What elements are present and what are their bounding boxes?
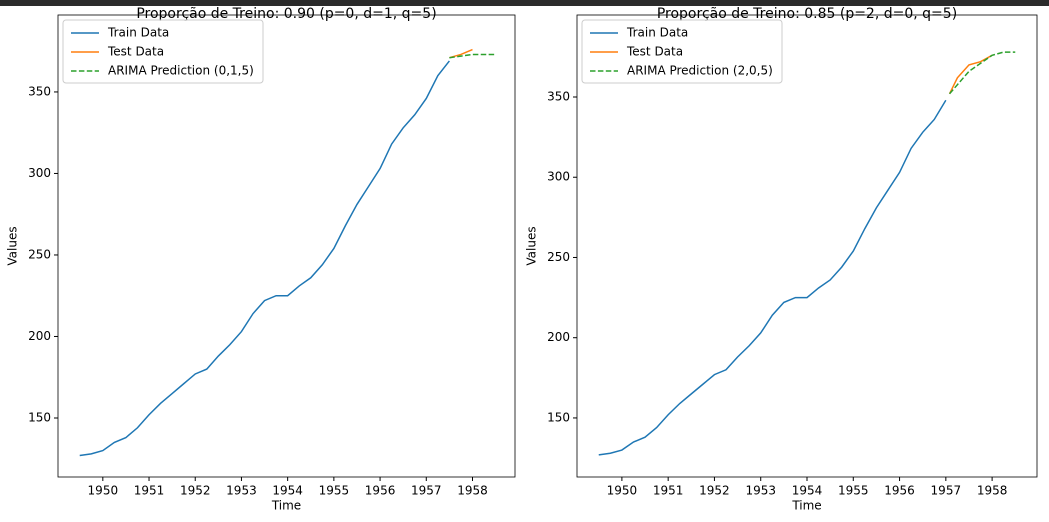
x-tick-label: 1958 <box>977 484 1008 498</box>
x-tick-label: 1954 <box>792 484 823 498</box>
x-axis-label: Time <box>791 499 821 513</box>
plot-frame <box>576 14 1038 478</box>
x-tick-label: 1956 <box>884 484 915 498</box>
x-tick-label: 1952 <box>180 484 211 498</box>
y-tick-label: 250 <box>28 247 51 261</box>
x-tick-label: 1957 <box>931 484 962 498</box>
window-bar <box>0 0 1049 6</box>
legend-label: ARIMA Prediction (2,0,5) <box>627 64 773 78</box>
x-tick-label: 1953 <box>745 484 776 498</box>
y-axis-label: Values <box>6 226 20 265</box>
data-line <box>598 99 947 456</box>
y-tick-label: 150 <box>547 410 570 424</box>
legend-label: Test Data <box>626 45 683 59</box>
chart-title: Proporção de Treino: 0.85 (p=2, d=0, q=5… <box>657 6 957 22</box>
legend-frame <box>581 19 783 84</box>
y-tick-label: 300 <box>28 166 51 180</box>
x-tick-label: 1954 <box>272 484 303 498</box>
x-tick-label: 1951 <box>134 484 165 498</box>
x-tick-label: 1950 <box>607 484 638 498</box>
x-tick-label: 1955 <box>319 484 350 498</box>
legend-label: Train Data <box>107 26 169 40</box>
data-line <box>79 60 450 457</box>
y-tick-label: 150 <box>28 410 51 424</box>
chart-title: Proporção de Treino: 0.90 (p=0, d=1, q=5… <box>136 6 436 22</box>
y-axis-label: Values <box>525 226 539 265</box>
legend-label: Test Data <box>107 45 164 59</box>
plot-frame <box>57 14 516 478</box>
data-line <box>948 54 993 95</box>
x-tick-label: 1951 <box>653 484 684 498</box>
legend-label: Train Data <box>626 26 688 40</box>
legend-frame <box>62 19 264 84</box>
x-tick-label: 1957 <box>411 484 442 498</box>
x-tick-label: 1956 <box>365 484 396 498</box>
x-tick-label: 1955 <box>838 484 869 498</box>
y-tick-label: 300 <box>547 170 570 184</box>
y-tick-label: 350 <box>28 84 51 98</box>
y-tick-label: 350 <box>547 90 570 104</box>
x-tick-label: 1958 <box>457 484 488 498</box>
data-line <box>948 51 1016 95</box>
y-tick-label: 200 <box>547 330 570 344</box>
x-tick-label: 1952 <box>699 484 730 498</box>
x-tick-label: 1953 <box>226 484 257 498</box>
y-tick-label: 200 <box>28 329 51 343</box>
x-tick-label: 1950 <box>88 484 119 498</box>
y-tick-label: 250 <box>547 250 570 264</box>
x-axis-label: Time <box>271 499 301 513</box>
legend-label: ARIMA Prediction (0,1,5) <box>108 64 254 78</box>
